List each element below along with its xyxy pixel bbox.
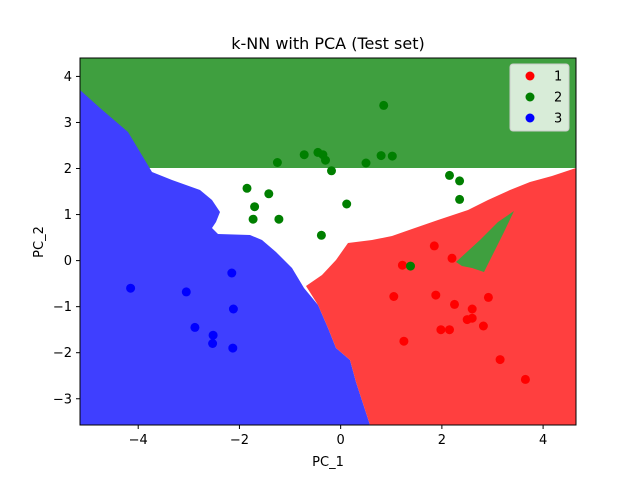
point-class-1-10: [478, 321, 488, 331]
y-tick-label-3: 3: [64, 116, 72, 131]
x-tick-label--4: −4: [129, 433, 148, 448]
point-class-1-6: [467, 304, 477, 314]
x-axis-ticks: −4 −2 0 2 4: [129, 425, 547, 448]
point-class-1-15: [520, 374, 530, 384]
point-class-1-7: [483, 292, 493, 302]
point-class-1-2: [447, 253, 457, 263]
point-class-2-7: [387, 151, 397, 161]
point-class-2-13: [264, 189, 274, 199]
y-axis-label: PC_2: [32, 226, 47, 258]
point-class-1-13: [399, 336, 409, 346]
x-axis-label: PC_1: [312, 455, 344, 470]
point-class-2-12: [242, 183, 252, 193]
point-class-1-3: [389, 292, 399, 301]
y-axis-ticks: −3 −2 −1 0 1 2 3 4: [53, 70, 80, 407]
point-class-2-16: [342, 199, 352, 209]
point-class-1-11: [436, 325, 446, 335]
point-class-3-5: [208, 330, 218, 340]
decision-region-class-2-pocket: [456, 211, 514, 272]
point-class-2-18: [274, 214, 284, 224]
point-class-1-5: [450, 299, 459, 309]
point-class-1-14: [495, 355, 505, 365]
decision-region-class-2: [80, 58, 576, 168]
y-tick-label--2: −2: [53, 346, 72, 361]
plot-frame: [79, 57, 577, 426]
point-class-3-0: [126, 283, 136, 293]
legend-marker-2: [525, 92, 535, 102]
legend-marker-1: [525, 71, 535, 81]
point-class-2-17: [248, 214, 258, 224]
y-tick-label-0: 0: [64, 254, 72, 269]
legend-label-3: 3: [554, 112, 562, 127]
chart-title: k-NN with PCA (Test set): [231, 34, 424, 53]
legend-box: [509, 63, 570, 132]
x-tick-label--2: −2: [230, 433, 249, 448]
y-tick-label-1: 1: [64, 208, 72, 223]
point-class-1-1: [429, 241, 439, 251]
point-class-3-4: [190, 322, 200, 332]
legend-marker-3: [525, 113, 535, 123]
point-class-3-2: [227, 268, 237, 278]
point-class-2-14: [250, 202, 260, 212]
point-class-3-7: [228, 343, 238, 353]
point-class-3-1: [181, 287, 191, 297]
point-class-1-9: [467, 313, 477, 323]
point-class-2-20: [406, 261, 415, 271]
point-class-2-1: [299, 150, 309, 160]
point-class-2-8: [361, 158, 371, 168]
point-class-2-15: [455, 194, 465, 204]
x-tick-label-0: 0: [337, 433, 345, 448]
point-class-2-10: [445, 170, 454, 180]
point-class-1-12: [445, 325, 454, 335]
legend-label-2: 2: [554, 91, 562, 106]
legend-label-1: 1: [554, 70, 562, 85]
scatter-points: [126, 100, 530, 384]
point-class-2-9: [327, 166, 336, 176]
point-class-1-4: [431, 290, 441, 300]
legend-entries: 1 2 3: [525, 70, 562, 127]
decision-region-class-3: [80, 90, 370, 425]
point-class-3-3: [228, 304, 238, 314]
point-class-2-19: [316, 230, 326, 240]
point-class-1-0: [397, 260, 407, 270]
y-tick-label-2: 2: [64, 162, 72, 177]
point-class-3-6: [208, 339, 218, 348]
point-class-2-11: [455, 176, 465, 186]
plot-area: [79, 57, 577, 426]
legend: 1 2 3: [509, 63, 570, 132]
y-tick-label--3: −3: [53, 392, 72, 407]
point-class-2-4: [321, 155, 330, 165]
point-class-2-6: [376, 151, 386, 161]
y-tick-label--1: −1: [53, 300, 72, 315]
point-class-2-5: [272, 158, 282, 167]
y-tick-label-4: 4: [64, 70, 72, 85]
decision-region-class-1: [306, 168, 576, 425]
x-tick-label-4: 4: [539, 433, 547, 448]
point-class-2-0: [379, 100, 389, 110]
x-tick-label-2: 2: [438, 433, 446, 448]
